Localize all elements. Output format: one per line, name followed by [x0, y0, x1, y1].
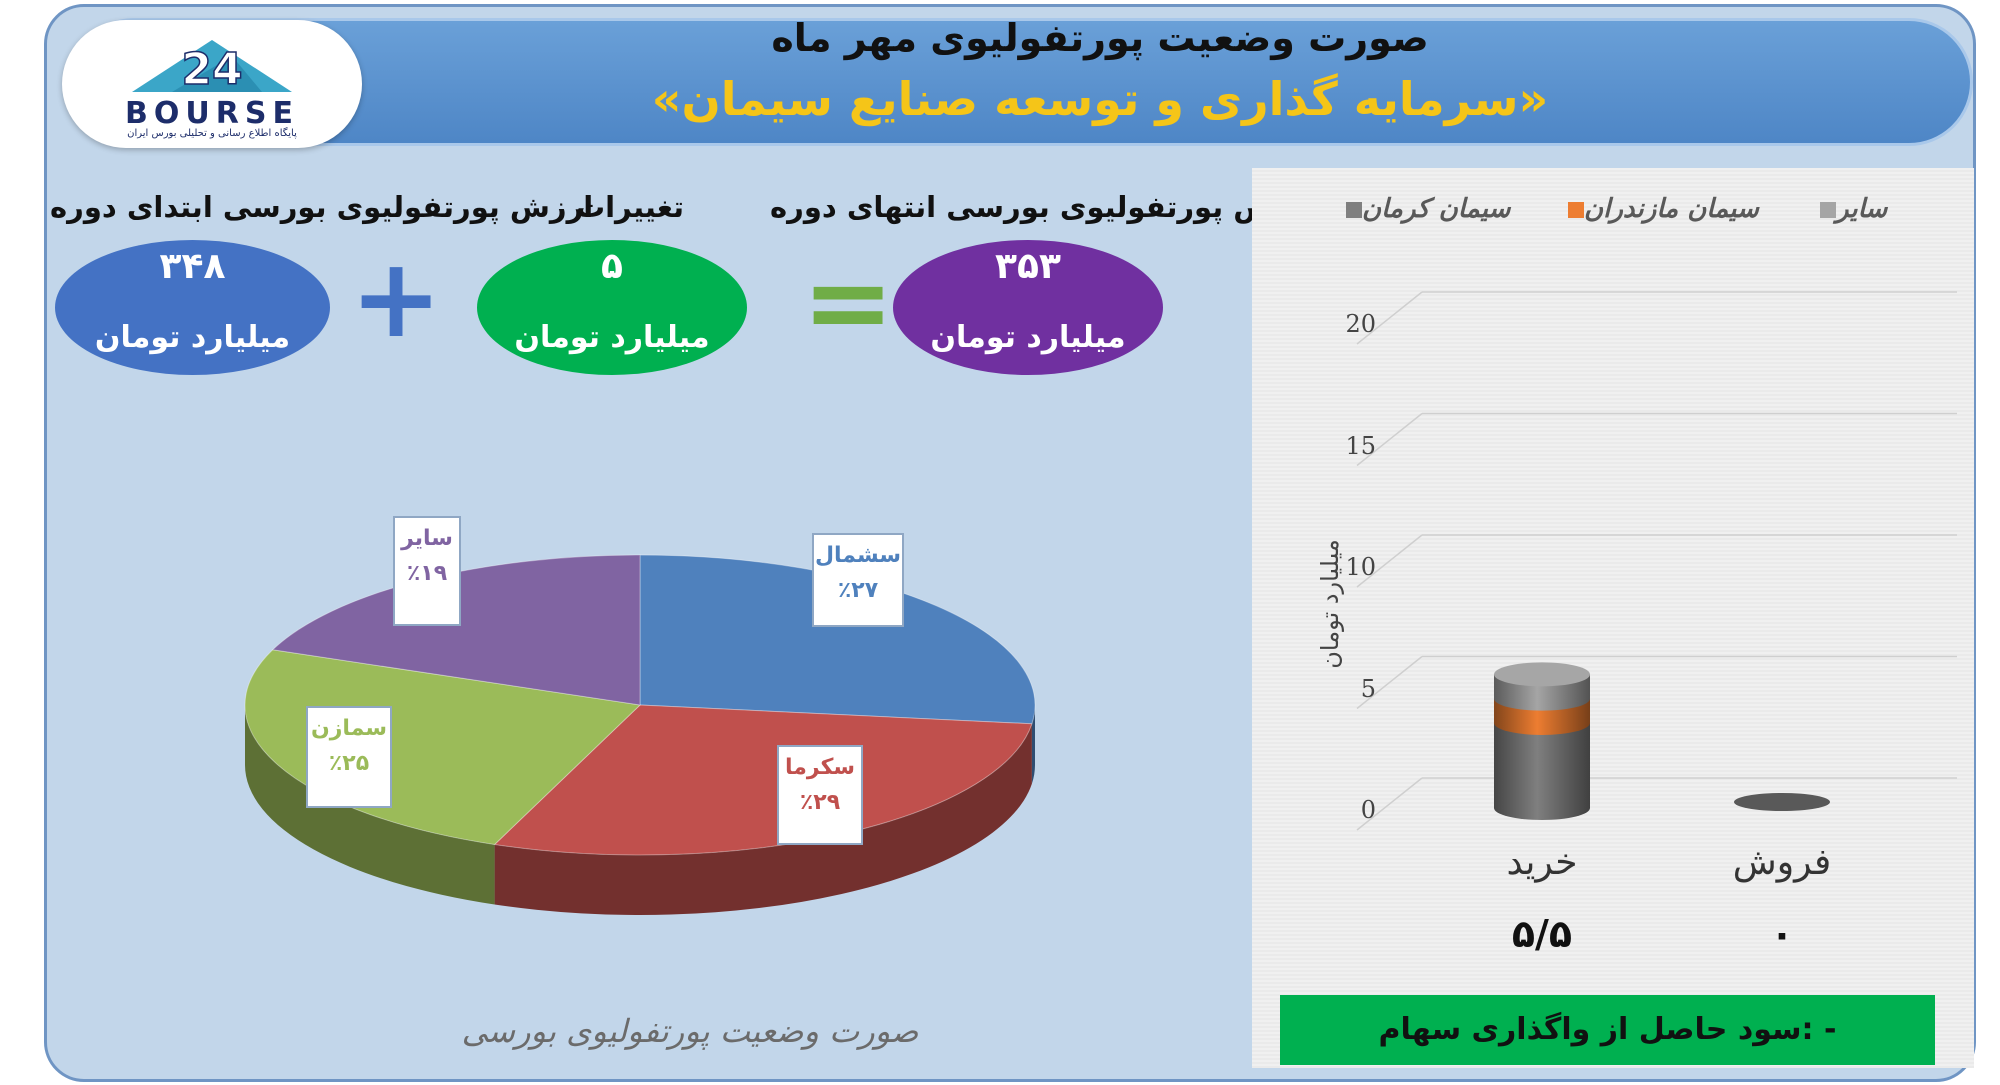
pie-side-سشمال — [1031, 705, 1035, 784]
end-value: ۳۵۳ — [995, 246, 1061, 287]
pie-label-name: سشمال — [814, 543, 902, 568]
changes-value: ۵ — [601, 246, 623, 287]
changes-oval: ۵ میلیارد تومان — [477, 240, 747, 375]
svg-text:24: 24 — [181, 44, 242, 95]
pie-label-name: سمازن — [310, 716, 388, 741]
bar-stack-1 — [1494, 662, 1590, 820]
start-value-oval: ۳۴۸ میلیارد تومان — [55, 240, 330, 375]
legend-item: سیمان کرمان — [1338, 194, 1510, 224]
pie-label-3: سمازن ٪۲۵ — [306, 706, 392, 808]
bar-gridlines — [1356, 291, 1957, 831]
end-value-oval: ۳۵۳ میلیارد تومان — [893, 240, 1163, 375]
pie-slice-سشمال — [639, 554, 1036, 725]
y-tick-label: 5 — [1360, 674, 1376, 703]
pie-sides — [244, 705, 1035, 915]
y-tick-label: 20 — [1345, 310, 1376, 338]
pie-label-percent: ٪۲۹ — [799, 790, 841, 815]
y-axis-label: میلیارد تومان — [1316, 539, 1344, 669]
trades-bar-chart — [1356, 291, 1957, 831]
x-category-value: ۵/۵ — [1511, 912, 1573, 956]
pie-side-سکرما — [494, 723, 1032, 915]
bar-segment-سیمان کرمان — [1494, 722, 1590, 820]
legend-item: سایر — [1812, 194, 1887, 224]
y-tick-label: 15 — [1345, 431, 1376, 460]
legend-item: سیمان مازندران — [1560, 194, 1759, 224]
logo: 24 BOURSE پایگاه اطلاع رسانی و تحلیلی بو… — [62, 20, 362, 148]
start-unit: میلیارد تومان — [94, 320, 291, 355]
legend-label: سیمان کرمان — [1362, 194, 1511, 224]
start-value-label: ارزش پورتفولیوی بورسی ابتدای دوره — [50, 190, 594, 224]
changes-unit: میلیارد تومان — [514, 320, 710, 355]
page-subtitle: «سرمایه گذاری و توسعه صنایع سیمان» — [651, 72, 1549, 126]
pie-label-2: سکرما ٪۲۹ — [777, 745, 863, 845]
logo-subtext: پایگاه اطلاع رسانی و تحلیلی بورس ایران — [127, 128, 297, 139]
logo-mark-icon: 24 — [132, 40, 292, 96]
x-category-label: خرید — [1506, 842, 1578, 883]
end-value-label: ارزش پورتفولیوی بورسی انتهای دوره — [770, 190, 1317, 224]
legend-label: سیمان مازندران — [1584, 194, 1759, 224]
pie-label-1: سشمال ٪۲۷ — [812, 533, 904, 627]
pie-label-percent: ٪۲۷ — [837, 578, 879, 603]
page-title: صورت وضعیت پورتفولیوی مهر ماه — [771, 16, 1429, 60]
legend-swatch — [1346, 201, 1362, 218]
pie-side-سمازن — [244, 705, 495, 905]
pie-title: صورت وضعیت پورتفولیوی بورسی — [461, 1012, 919, 1050]
bar-zero-disc — [1734, 793, 1830, 811]
logo-text: BOURSE — [125, 96, 299, 131]
start-value: ۳۴۸ — [159, 246, 226, 287]
legend-label: سایر — [1836, 194, 1888, 224]
pie-label-percent: ٪۱۹ — [406, 561, 448, 586]
end-unit: میلیارد تومان — [930, 320, 1126, 355]
bar-stack-2 — [1734, 793, 1830, 811]
header-banner — [70, 18, 1973, 146]
legend-swatch — [1568, 201, 1584, 218]
changes-label: تغییرات — [575, 190, 685, 224]
plus-sign: + — [350, 234, 443, 362]
legend-swatch — [1820, 201, 1836, 218]
pie-label-name: سکرما — [785, 755, 855, 780]
x-category-value: ۰ — [1770, 912, 1794, 956]
pie-label-4: سایر ٪۱۹ — [393, 516, 461, 626]
bar-chart-panel — [1252, 168, 1974, 1068]
bar-top-cap — [1494, 662, 1590, 687]
pie-label-name: سایر — [401, 526, 453, 551]
pie-label-percent: ٪۲۵ — [328, 751, 370, 776]
y-tick-label: 0 — [1360, 796, 1376, 824]
share-sale-profit-note: سود حاصل از واگذاری سهام: - — [1280, 995, 1935, 1065]
y-tick-label: 10 — [1345, 553, 1376, 581]
equals-sign: = — [802, 238, 895, 366]
x-category-label: فروش — [1732, 842, 1832, 883]
